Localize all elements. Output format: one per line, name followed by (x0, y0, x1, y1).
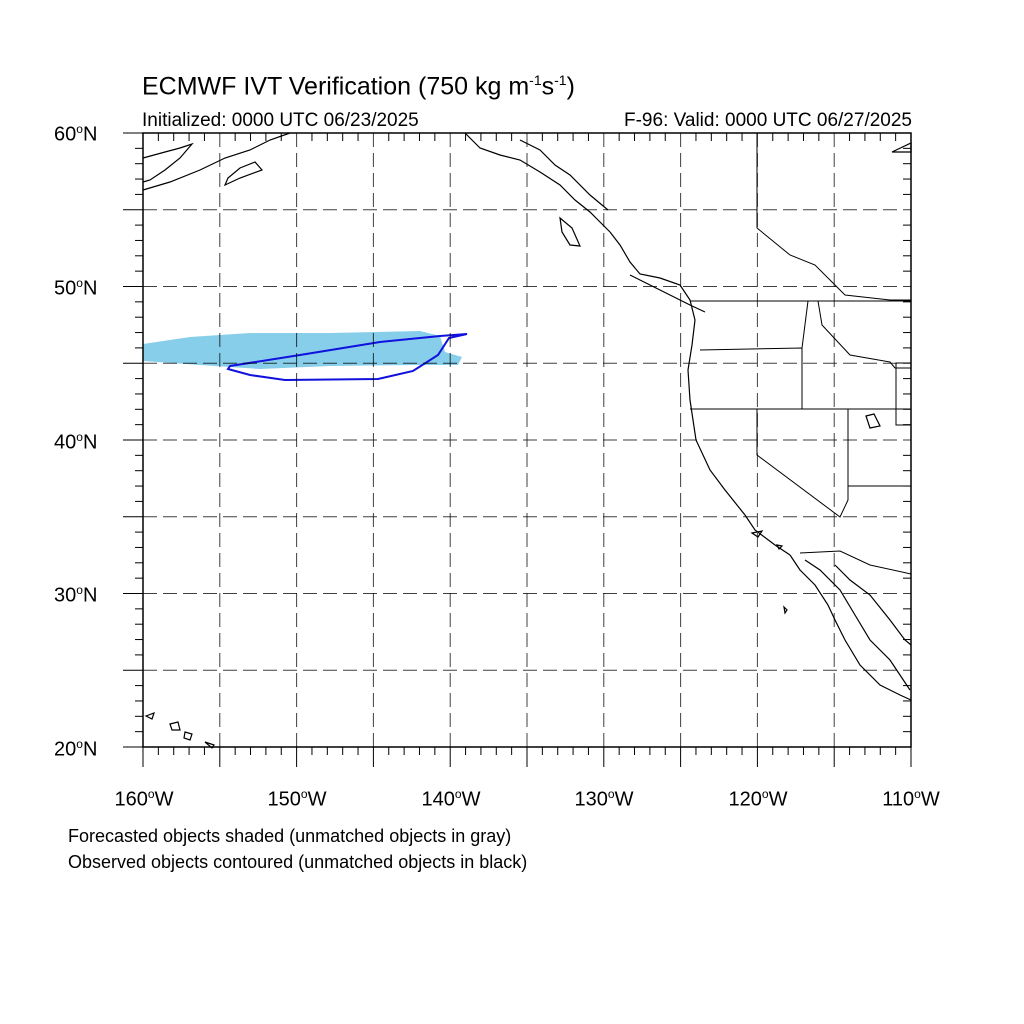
lat-label-40: 40oN (54, 430, 98, 454)
coastline (183, 731, 193, 741)
state-border (801, 300, 809, 349)
map-title: ECMWF IVT Verification (750 kg m-1s-1) (142, 72, 575, 101)
state-border (756, 227, 911, 301)
valid-time: F-96: Valid: 0000 UTC 06/27/2025 (624, 110, 912, 131)
lon-label-120: 120oW (728, 787, 788, 811)
lat-label-60: 60oN (54, 122, 98, 146)
coastline (834, 564, 912, 646)
observed-object-contour (226, 333, 468, 382)
coastline-layer (142, 132, 912, 749)
coastline (142, 142, 194, 183)
lat-label-50: 50oN (54, 276, 98, 300)
lon-label-160: 160oW (114, 787, 174, 811)
forecast-object-shaded (143, 331, 462, 369)
coastline (783, 605, 788, 615)
lat-label-30: 30oN (54, 583, 98, 607)
coastline (750, 530, 764, 538)
coastline (559, 216, 581, 247)
coastline (223, 161, 264, 187)
coastline (169, 721, 181, 731)
lat-label-20: 20oN (54, 737, 98, 761)
lon-label-130: 130oW (574, 787, 634, 811)
lon-label-150: 150oW (267, 787, 327, 811)
axis-ticks (123, 132, 912, 767)
forecast-ivt-object (143, 331, 462, 369)
coastline (687, 319, 791, 556)
coastline (629, 274, 706, 313)
coastline (464, 132, 611, 233)
coastline (609, 231, 696, 321)
coastline (142, 132, 291, 191)
state-border (799, 550, 912, 575)
footnote-observed: Observed objects contoured (unmatched ob… (68, 852, 528, 872)
political-borders-layer (690, 133, 912, 575)
coastline (789, 554, 912, 701)
lat-lon-gridlines (143, 133, 911, 747)
coastline (804, 559, 911, 691)
coastline (891, 142, 912, 153)
map-frame (142, 132, 912, 748)
state-border (817, 300, 911, 369)
coastline (865, 413, 881, 429)
footnote-forecast: Forecasted objects shaded (unmatched obj… (68, 826, 512, 846)
coastline (775, 544, 784, 551)
state-border (690, 347, 803, 410)
lon-label-110: 110oW (882, 787, 940, 811)
coastline (144, 711, 155, 720)
coastline (519, 139, 609, 211)
lon-label-140: 140oW (421, 787, 481, 811)
initialized-time: Initialized: 0000 UTC 06/23/2025 (142, 110, 419, 131)
observed-ivt-contour (226, 333, 468, 382)
